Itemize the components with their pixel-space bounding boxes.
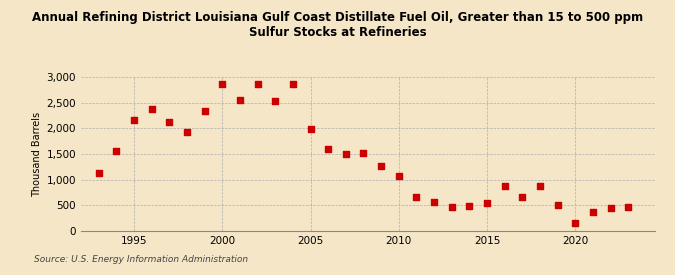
- Point: [429, 200, 439, 204]
- Point: [376, 164, 387, 169]
- Point: [605, 206, 616, 210]
- Point: [146, 107, 157, 111]
- Point: [93, 171, 104, 175]
- Point: [500, 184, 510, 189]
- Point: [570, 221, 580, 225]
- Text: Annual Refining District Louisiana Gulf Coast Distillate Fuel Oil, Greater than : Annual Refining District Louisiana Gulf …: [32, 11, 643, 39]
- Point: [182, 130, 192, 135]
- Point: [164, 120, 175, 124]
- Point: [199, 109, 210, 113]
- Point: [288, 82, 298, 86]
- Point: [252, 82, 263, 86]
- Point: [464, 204, 475, 208]
- Point: [270, 98, 281, 103]
- Point: [358, 151, 369, 156]
- Point: [217, 82, 227, 86]
- Point: [482, 201, 493, 205]
- Point: [411, 195, 422, 199]
- Point: [446, 205, 457, 209]
- Point: [128, 117, 139, 122]
- Y-axis label: Thousand Barrels: Thousand Barrels: [32, 111, 43, 197]
- Point: [323, 147, 333, 151]
- Point: [305, 126, 316, 131]
- Point: [587, 210, 598, 214]
- Point: [111, 148, 122, 153]
- Point: [552, 203, 563, 208]
- Point: [340, 152, 351, 156]
- Point: [517, 195, 528, 199]
- Point: [394, 174, 404, 178]
- Point: [535, 184, 545, 189]
- Point: [234, 98, 245, 102]
- Point: [623, 205, 634, 210]
- Text: Source: U.S. Energy Information Administration: Source: U.S. Energy Information Administ…: [34, 255, 248, 264]
